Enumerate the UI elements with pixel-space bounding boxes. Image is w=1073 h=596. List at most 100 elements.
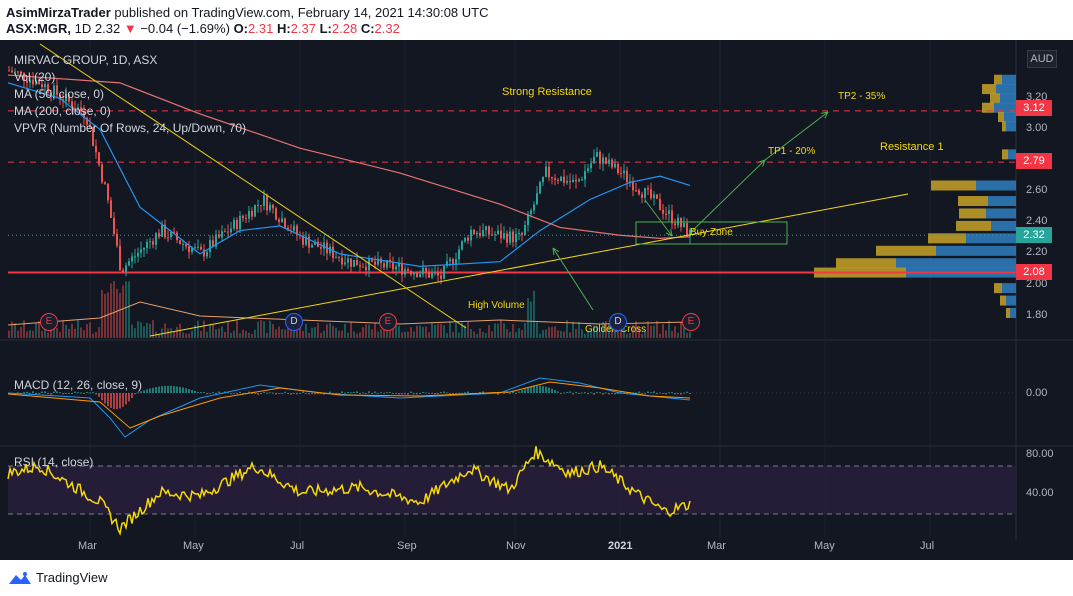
volume-bar (260, 320, 262, 338)
dividend-event-icon[interactable]: D (609, 313, 627, 331)
volume-bar (251, 333, 253, 338)
volume-bar (431, 322, 433, 338)
macd-histogram-bar (617, 393, 619, 394)
macd-histogram-bar (620, 391, 622, 393)
macd-histogram-bar (242, 392, 244, 394)
dividend-event-icon[interactable]: D (285, 313, 303, 331)
volume-bar (518, 328, 520, 338)
candle-body (659, 198, 661, 210)
macd-histogram-bar (323, 393, 325, 395)
macd-histogram-bar (239, 391, 241, 393)
candle-body (266, 195, 268, 211)
candle-body (392, 262, 394, 270)
candle-body (89, 124, 91, 128)
candle-body (635, 190, 637, 192)
volume-bar (287, 328, 289, 338)
legend-volume[interactable]: Vol (20) (14, 70, 56, 84)
candle-body (206, 251, 208, 257)
macd-histogram-bar (170, 385, 172, 393)
macd-histogram-bar (419, 393, 421, 395)
legend-macd[interactable]: MACD (12, 26, close, 9) (14, 378, 143, 392)
volume-bar (50, 324, 52, 338)
macd-histogram-bar (350, 392, 352, 394)
candle-body (35, 80, 37, 85)
earnings-event-icon[interactable]: E (379, 313, 397, 331)
volume-bar (11, 321, 13, 338)
macd-histogram-bar (560, 393, 562, 394)
volume-bar (194, 325, 196, 338)
uptrend-line (149, 193, 909, 337)
candle-body (365, 266, 367, 271)
candle-body (425, 267, 427, 272)
macd-tick: 0.00 (1026, 387, 1048, 399)
candle-body (347, 258, 349, 263)
vpvr-down-bar (956, 220, 991, 231)
legend-ma200[interactable]: MA (200, close, 0) (14, 104, 111, 118)
volume-bar (170, 328, 172, 338)
volume-bar (152, 320, 154, 338)
volume-bar (650, 325, 652, 338)
time-tick: May (183, 540, 204, 552)
macd-histogram-bar (71, 393, 73, 394)
candle-body (356, 259, 358, 266)
earnings-event-icon[interactable]: E (682, 313, 700, 331)
volume-bar (461, 322, 463, 338)
legend-rsi[interactable]: RSI (14, close) (14, 455, 94, 469)
volume-bar (596, 325, 598, 338)
footer-bar: TradingView (0, 560, 1073, 596)
time-tick: Jul (290, 540, 305, 552)
candle-body (263, 195, 265, 206)
macd-histogram-bar (92, 392, 94, 394)
legend-ma50[interactable]: MA (50, close, 0) (14, 87, 105, 101)
macd-histogram-bar (635, 392, 637, 394)
candle-body (608, 159, 610, 164)
price-tick: 2.20 (1026, 246, 1048, 258)
candle-body (41, 84, 43, 88)
volume-bar (395, 323, 397, 338)
macd-histogram-bar (578, 393, 580, 394)
volume-bar (458, 332, 460, 338)
volume-bar (605, 321, 607, 338)
macd-histogram-bar (380, 392, 382, 394)
volume-bar (290, 326, 292, 338)
volume-bar (401, 332, 403, 338)
rsi-line (7, 446, 691, 536)
candle-body (182, 244, 184, 246)
candle-body (212, 240, 214, 247)
candle-body (683, 223, 685, 228)
candle-body (638, 190, 640, 195)
open-value: 2.31 (248, 21, 274, 36)
candle-body (101, 164, 103, 183)
macd-histogram-bar (272, 392, 274, 394)
candle-body (113, 217, 115, 234)
legend-vpvr[interactable]: VPVR (Number Of Rows, 24, Up/Down, 70) (14, 121, 247, 135)
macd-histogram-bar (74, 391, 76, 393)
volume-bar (563, 331, 565, 338)
tradingview-logo[interactable]: TradingView (8, 570, 108, 585)
price-chart[interactable] (0, 40, 1073, 560)
macd-histogram-bar (23, 391, 25, 393)
earnings-event-icon[interactable]: E (40, 313, 58, 331)
candle-body (257, 204, 259, 206)
candle-body (344, 262, 346, 265)
publisher-name[interactable]: AsimMirzaTrader (6, 5, 111, 20)
volume-bar (587, 331, 589, 338)
macd-histogram-bar (458, 392, 460, 394)
volume-bar (659, 333, 661, 338)
candle-body (614, 163, 616, 168)
volume-bar (560, 331, 562, 338)
candle-body (551, 177, 553, 179)
candle-body (530, 210, 532, 215)
volume-bar (62, 320, 64, 338)
candle-body (359, 265, 361, 267)
currency-button[interactable]: AUD (1027, 50, 1057, 68)
volume-bar (149, 323, 151, 338)
volume-bar (341, 330, 343, 338)
candle-body (305, 236, 307, 245)
macd-histogram-bar (398, 393, 400, 395)
volume-bar (368, 324, 370, 338)
vpvr-up-bar (1010, 307, 1016, 318)
macd-histogram-bar (125, 393, 127, 405)
publish-info: AsimMirzaTrader published on TradingView… (6, 5, 489, 20)
volume-bar (623, 323, 625, 338)
